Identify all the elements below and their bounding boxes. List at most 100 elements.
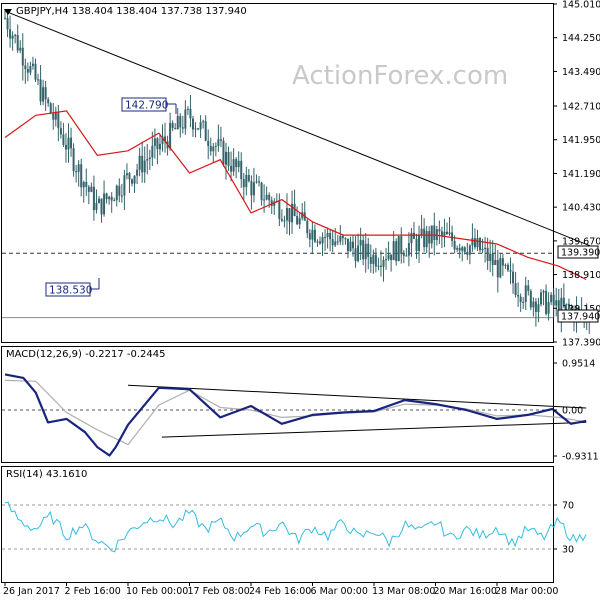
time-tick-label: 17 Feb 08:00 bbox=[188, 586, 250, 597]
candle-body bbox=[237, 160, 240, 168]
candle-body bbox=[62, 134, 65, 145]
candle-body bbox=[125, 173, 128, 176]
candle-body bbox=[385, 259, 388, 261]
candle-body bbox=[364, 243, 367, 260]
candle-body bbox=[423, 228, 426, 248]
candle-body bbox=[539, 292, 542, 305]
candle-body bbox=[456, 248, 459, 250]
candle-body bbox=[532, 301, 535, 308]
candle-body bbox=[341, 235, 344, 239]
candle-body bbox=[362, 240, 365, 260]
candle-body bbox=[19, 47, 22, 51]
candle-body bbox=[448, 232, 451, 235]
candle-body bbox=[557, 300, 560, 318]
candle-body bbox=[402, 254, 405, 256]
price-tick-label: 138.910 bbox=[562, 270, 600, 281]
candle-body bbox=[4, 17, 6, 19]
candle-body bbox=[265, 194, 268, 200]
candle-body bbox=[377, 265, 380, 267]
swing-high-label: 142.790 bbox=[125, 100, 168, 112]
candle-body bbox=[311, 229, 314, 240]
candle-body bbox=[204, 121, 207, 141]
candle-body bbox=[87, 186, 90, 192]
candle-body bbox=[42, 87, 45, 102]
moving-average-line bbox=[4, 110, 587, 281]
macd-tick-label: 0.00 bbox=[562, 406, 583, 417]
candle-body bbox=[57, 111, 60, 129]
candle-body bbox=[527, 285, 530, 291]
collapse-triangle-icon[interactable] bbox=[4, 9, 12, 15]
candle-body bbox=[476, 238, 479, 248]
candle-body bbox=[547, 302, 550, 314]
candle-body bbox=[435, 229, 438, 241]
candle-body bbox=[128, 173, 131, 180]
candle-body bbox=[367, 243, 370, 257]
candle-body bbox=[100, 198, 103, 215]
rsi-panel bbox=[2, 501, 587, 553]
candle-body bbox=[72, 148, 75, 172]
candle-body bbox=[207, 140, 210, 147]
candle-body bbox=[443, 231, 446, 236]
candle-body bbox=[245, 174, 248, 188]
main-header-text: GBPJPY,H4 138.404 138.404 137.738 137.94… bbox=[16, 6, 247, 17]
candle-body bbox=[445, 231, 448, 235]
last-price-text: 137.940 bbox=[561, 312, 600, 323]
candle-body bbox=[44, 87, 47, 100]
candle-body bbox=[47, 99, 50, 104]
candle-body bbox=[288, 208, 291, 223]
candle-body bbox=[412, 232, 415, 239]
candle-body bbox=[321, 237, 324, 244]
candle-body bbox=[37, 79, 40, 81]
candle-body bbox=[235, 159, 238, 168]
candle-body bbox=[186, 108, 189, 110]
candle-body bbox=[136, 169, 139, 176]
candle-body bbox=[318, 241, 321, 244]
candle-body bbox=[285, 208, 288, 221]
candle-body bbox=[433, 225, 436, 241]
candle-body bbox=[133, 175, 136, 184]
candle-body bbox=[280, 218, 283, 221]
candle-body bbox=[171, 122, 174, 129]
candle-body bbox=[565, 303, 568, 305]
candle-body bbox=[405, 255, 408, 257]
candle-body bbox=[313, 229, 316, 242]
candle-body bbox=[156, 138, 159, 150]
last-price-tag: 137.940 bbox=[557, 309, 600, 323]
candle-body bbox=[420, 228, 423, 235]
candle-body bbox=[242, 179, 245, 188]
candle-body bbox=[550, 294, 553, 303]
candle-body bbox=[255, 181, 258, 183]
candle-body bbox=[52, 113, 55, 120]
candle-body bbox=[542, 290, 545, 293]
candle-body bbox=[346, 238, 349, 252]
candle-body bbox=[425, 231, 428, 248]
candle-body bbox=[6, 17, 9, 30]
candle-body bbox=[194, 128, 197, 130]
candle-body bbox=[545, 290, 548, 314]
candle-body bbox=[95, 202, 98, 211]
candle-body bbox=[529, 290, 532, 308]
price-tick-label: 143.490 bbox=[562, 67, 600, 78]
candle-body bbox=[308, 233, 311, 240]
candle-body bbox=[268, 194, 271, 201]
candle-body bbox=[158, 143, 161, 150]
candle-body bbox=[301, 212, 304, 219]
candle-body bbox=[227, 151, 230, 166]
price-panel bbox=[2, 9, 596, 334]
candle-body bbox=[105, 193, 108, 200]
candle-body bbox=[67, 137, 70, 150]
rsi-panel-frame bbox=[1, 466, 554, 583]
candle-body bbox=[324, 237, 327, 239]
candle-body bbox=[496, 259, 499, 278]
candle-body bbox=[555, 300, 558, 306]
price-tick-label: 144.250 bbox=[562, 33, 600, 44]
candle-body bbox=[430, 225, 433, 244]
watermark: ActionForex.com bbox=[292, 61, 508, 91]
candle-body bbox=[90, 186, 93, 192]
candle-body bbox=[293, 203, 296, 217]
candle-body bbox=[519, 296, 522, 303]
candle-body bbox=[296, 216, 299, 225]
candle-body bbox=[438, 229, 441, 232]
candle-body bbox=[184, 109, 187, 129]
candle-body bbox=[9, 29, 12, 39]
